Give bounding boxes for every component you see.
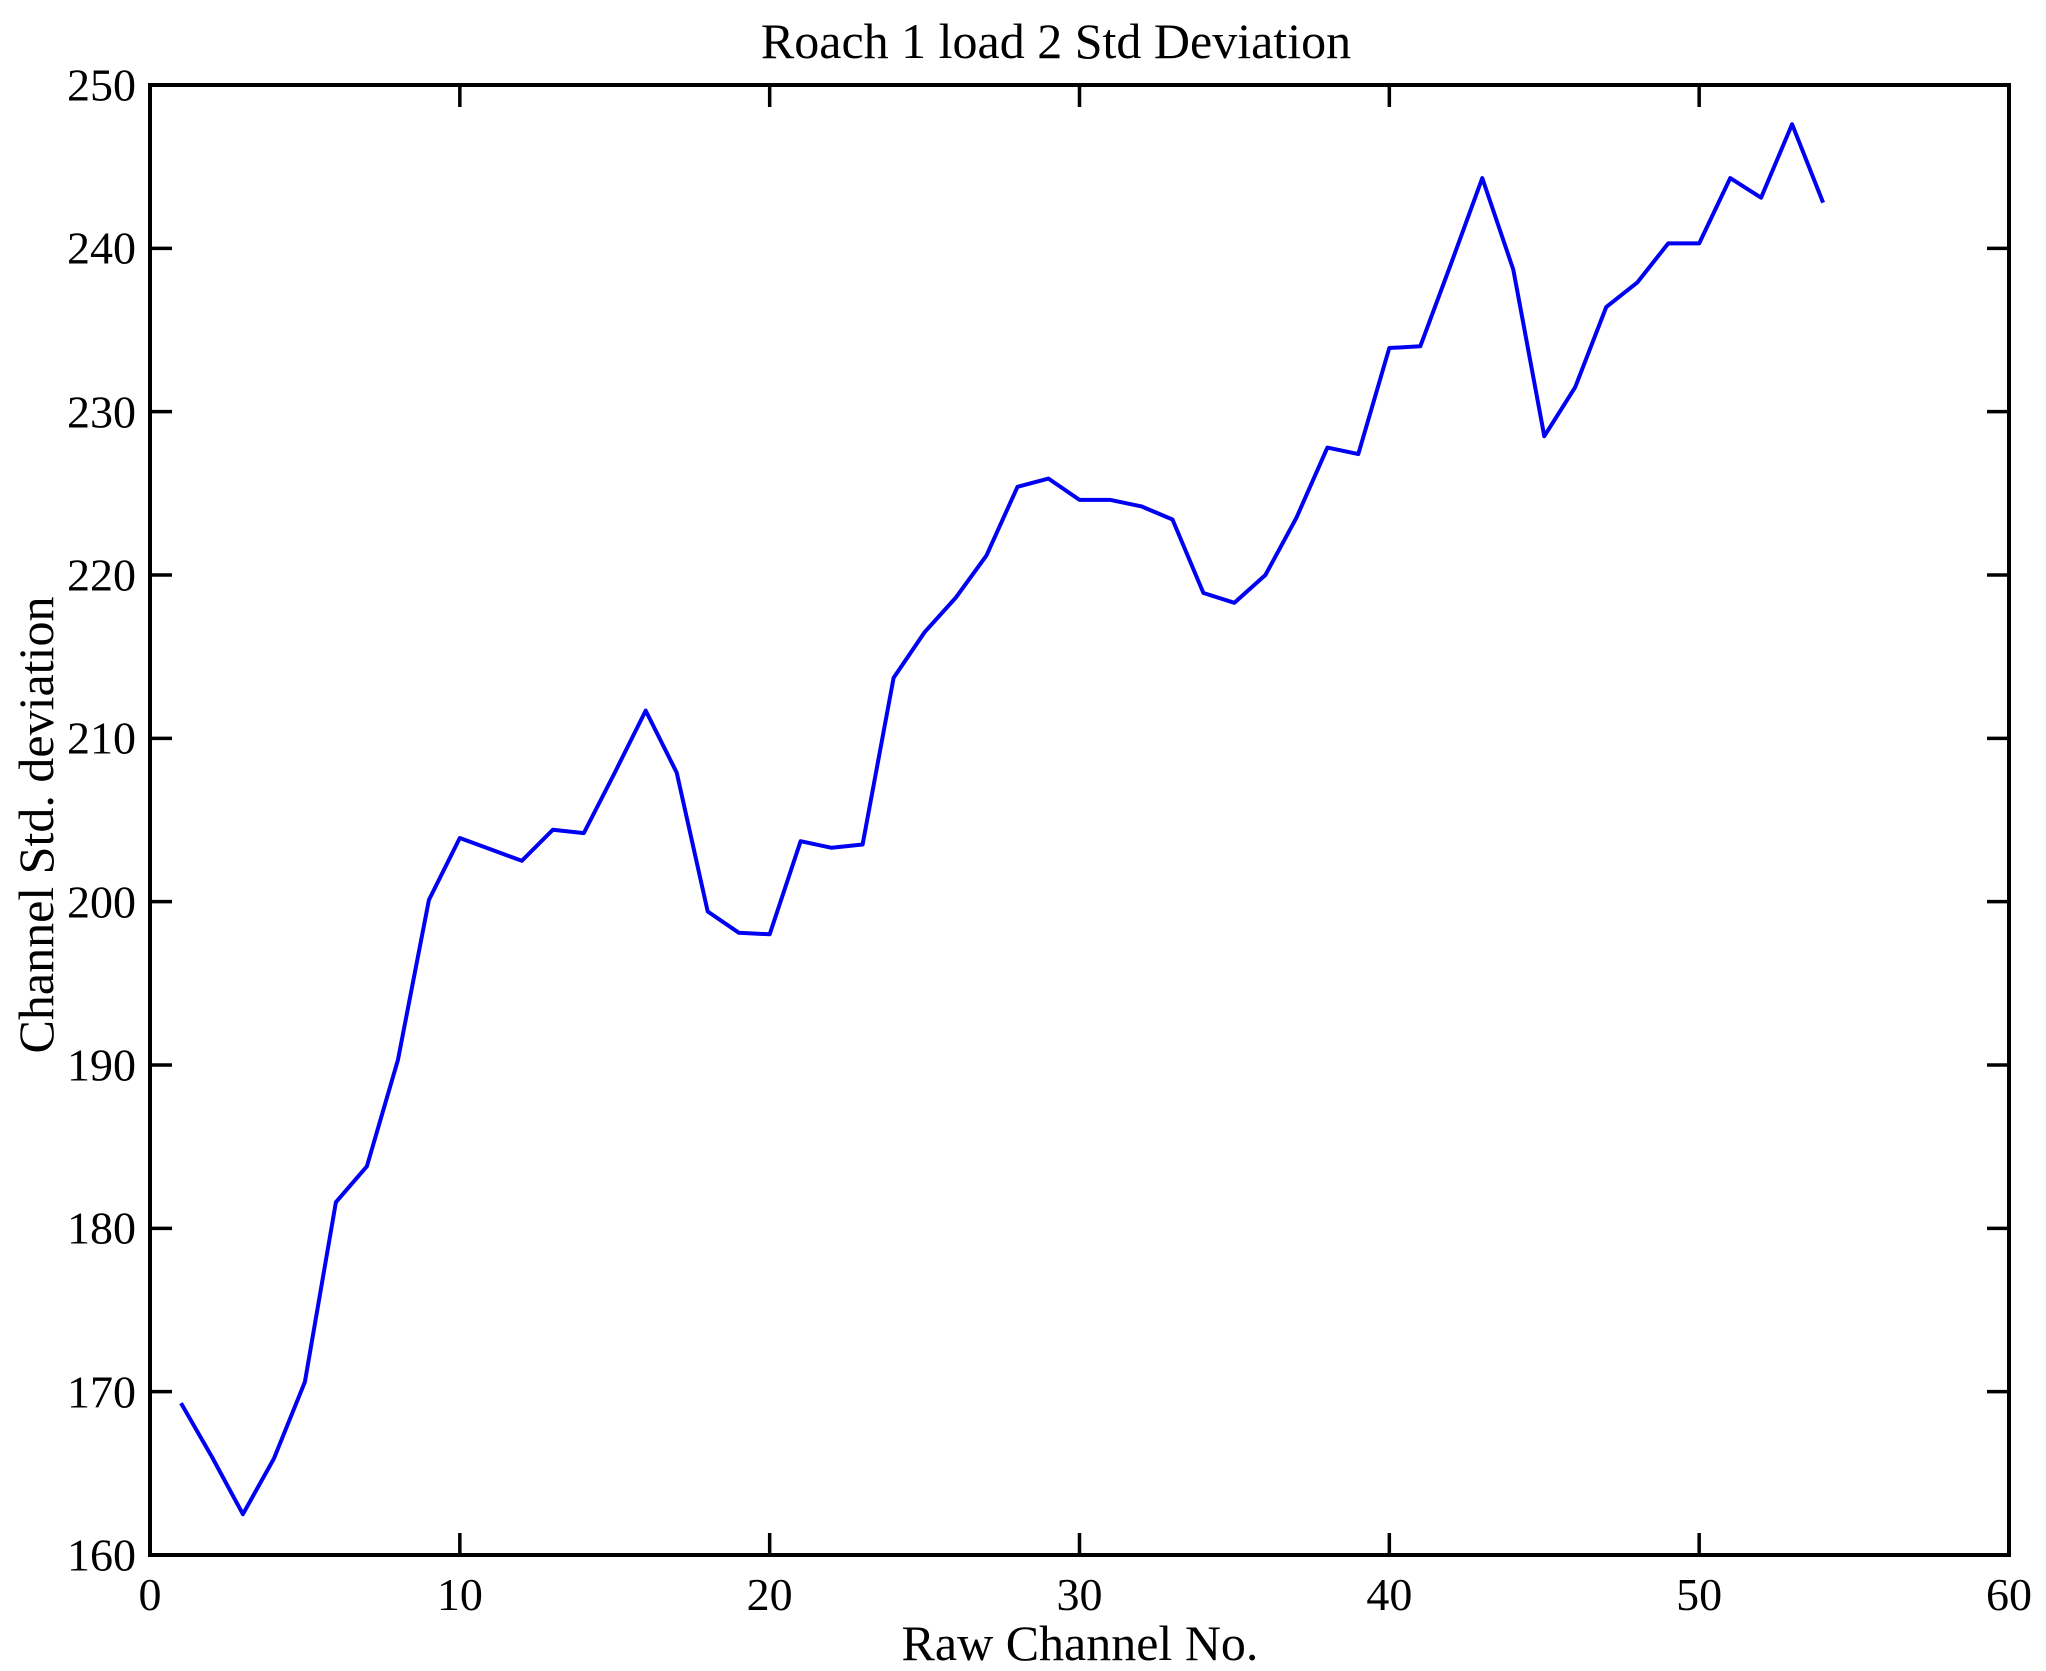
y-tick-label: 250: [67, 59, 136, 111]
axis-ticks: [148, 83, 2011, 1557]
x-tick-label: 20: [746, 1569, 793, 1620]
x-tick-label: 30: [1056, 1569, 1103, 1620]
data-series-line: [179, 122, 1825, 1517]
y-tick-label: 160: [67, 1529, 136, 1581]
y-tick-label: 180: [67, 1202, 136, 1254]
chart-title: Roach 1 load 2 Std Deviation: [760, 13, 1352, 69]
x-tick-label: 10: [436, 1569, 483, 1620]
y-tick-label: 200: [67, 876, 136, 928]
y-tick-label: 240: [67, 222, 136, 274]
y-tick-label: 190: [67, 1039, 136, 1091]
y-tick-label: 210: [67, 712, 136, 764]
x-tick-label: 50: [1676, 1569, 1723, 1620]
plot-box: [148, 83, 2011, 1557]
y-tick-label: 170: [67, 1366, 136, 1418]
x-axis-label: Raw Channel No.: [901, 1615, 1259, 1671]
x-tick-label: 0: [138, 1569, 162, 1620]
x-tick-label: 60: [1986, 1569, 2032, 1620]
y-tick-label: 220: [67, 549, 136, 601]
y-tick-label: 230: [67, 386, 136, 438]
x-tick-label: 40: [1366, 1569, 1413, 1620]
